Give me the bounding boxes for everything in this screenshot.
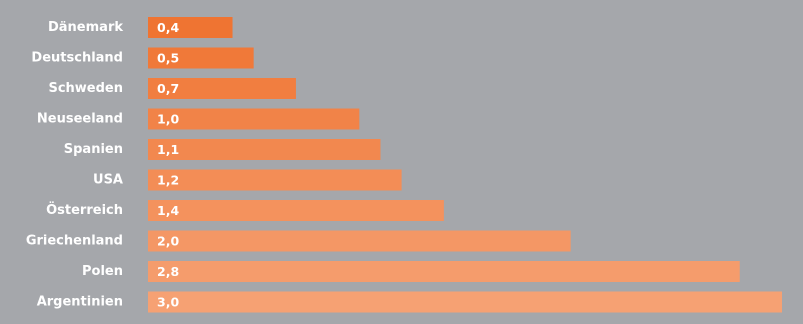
bar xyxy=(148,78,296,99)
category-label: Dänemark xyxy=(48,20,123,35)
bar xyxy=(148,230,571,252)
category-label: Griechenland xyxy=(26,234,123,249)
bar xyxy=(148,261,740,282)
value-label: 1,2 xyxy=(157,173,179,188)
bar xyxy=(148,200,444,221)
value-label: 0,7 xyxy=(157,81,179,96)
bar xyxy=(148,47,254,69)
value-label: 0,5 xyxy=(157,51,179,66)
category-label: Spanien xyxy=(64,142,123,157)
value-label: 0,4 xyxy=(157,20,179,35)
value-label: 1,1 xyxy=(157,142,179,157)
category-label: Deutschland xyxy=(31,51,123,66)
category-label: Polen xyxy=(82,264,123,279)
category-label: Österreich xyxy=(46,202,123,218)
category-label: Neuseeland xyxy=(37,112,123,127)
bar xyxy=(148,291,782,313)
value-label: 1,4 xyxy=(157,203,179,218)
category-label: USA xyxy=(93,173,123,188)
value-label: 1,0 xyxy=(157,112,179,127)
bar xyxy=(148,108,360,130)
value-label: 3,0 xyxy=(157,295,179,310)
bar xyxy=(148,139,381,160)
category-label: Schweden xyxy=(48,81,123,96)
category-label: Argentinien xyxy=(37,295,123,310)
value-label: 2,8 xyxy=(157,264,179,279)
bars-group: Dänemark 0,4 Deutschland 0,5 Schweden 0,7 Neus… xyxy=(26,17,782,313)
bar xyxy=(148,169,402,191)
value-label: 2,0 xyxy=(157,234,179,249)
bar xyxy=(148,17,233,38)
